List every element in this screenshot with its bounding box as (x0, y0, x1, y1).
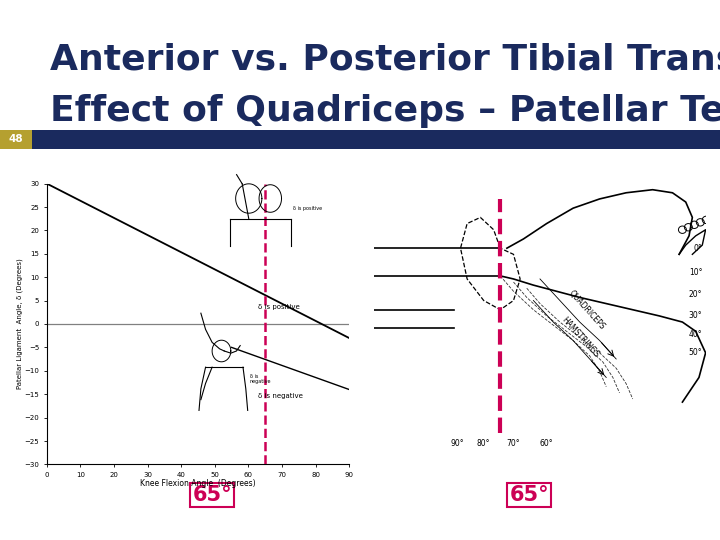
Text: δ is
negative: δ is negative (250, 374, 271, 384)
Text: 20°: 20° (689, 290, 702, 299)
Text: 65°: 65° (509, 485, 549, 505)
Text: 0°: 0° (693, 244, 702, 253)
Y-axis label: Patellar Ligament  Angle, δ (Degrees): Patellar Ligament Angle, δ (Degrees) (17, 259, 23, 389)
Text: QUADRICEPS: QUADRICEPS (567, 288, 606, 331)
Text: 30°: 30° (688, 312, 702, 320)
Text: 50°: 50° (688, 348, 702, 357)
Text: 10°: 10° (689, 268, 702, 278)
FancyBboxPatch shape (507, 483, 552, 507)
Text: Anterior vs. Posterior Tibial Translation: Anterior vs. Posterior Tibial Translatio… (50, 42, 720, 76)
Text: 90°: 90° (451, 439, 464, 448)
Text: 80°: 80° (477, 439, 490, 448)
Text: Effect of Quadriceps – Patellar Tendon: Effect of Quadriceps – Patellar Tendon (50, 94, 720, 128)
Bar (0, 130, 720, 148)
Text: 40°: 40° (688, 330, 702, 339)
Text: δ is positive: δ is positive (258, 304, 300, 310)
Text: 48: 48 (9, 134, 23, 144)
Text: 70°: 70° (507, 439, 521, 448)
Text: 60°: 60° (540, 439, 554, 448)
Text: 65°: 65° (192, 485, 233, 505)
Text: δ is negative: δ is negative (258, 393, 303, 399)
FancyBboxPatch shape (190, 483, 235, 507)
X-axis label: Knee Flexion Angle  (Degrees): Knee Flexion Angle (Degrees) (140, 480, 256, 488)
Text: HAMSTRINGS: HAMSTRINGS (559, 315, 600, 360)
Text: δ is positive: δ is positive (293, 206, 322, 211)
Bar (0, 130, 32, 148)
